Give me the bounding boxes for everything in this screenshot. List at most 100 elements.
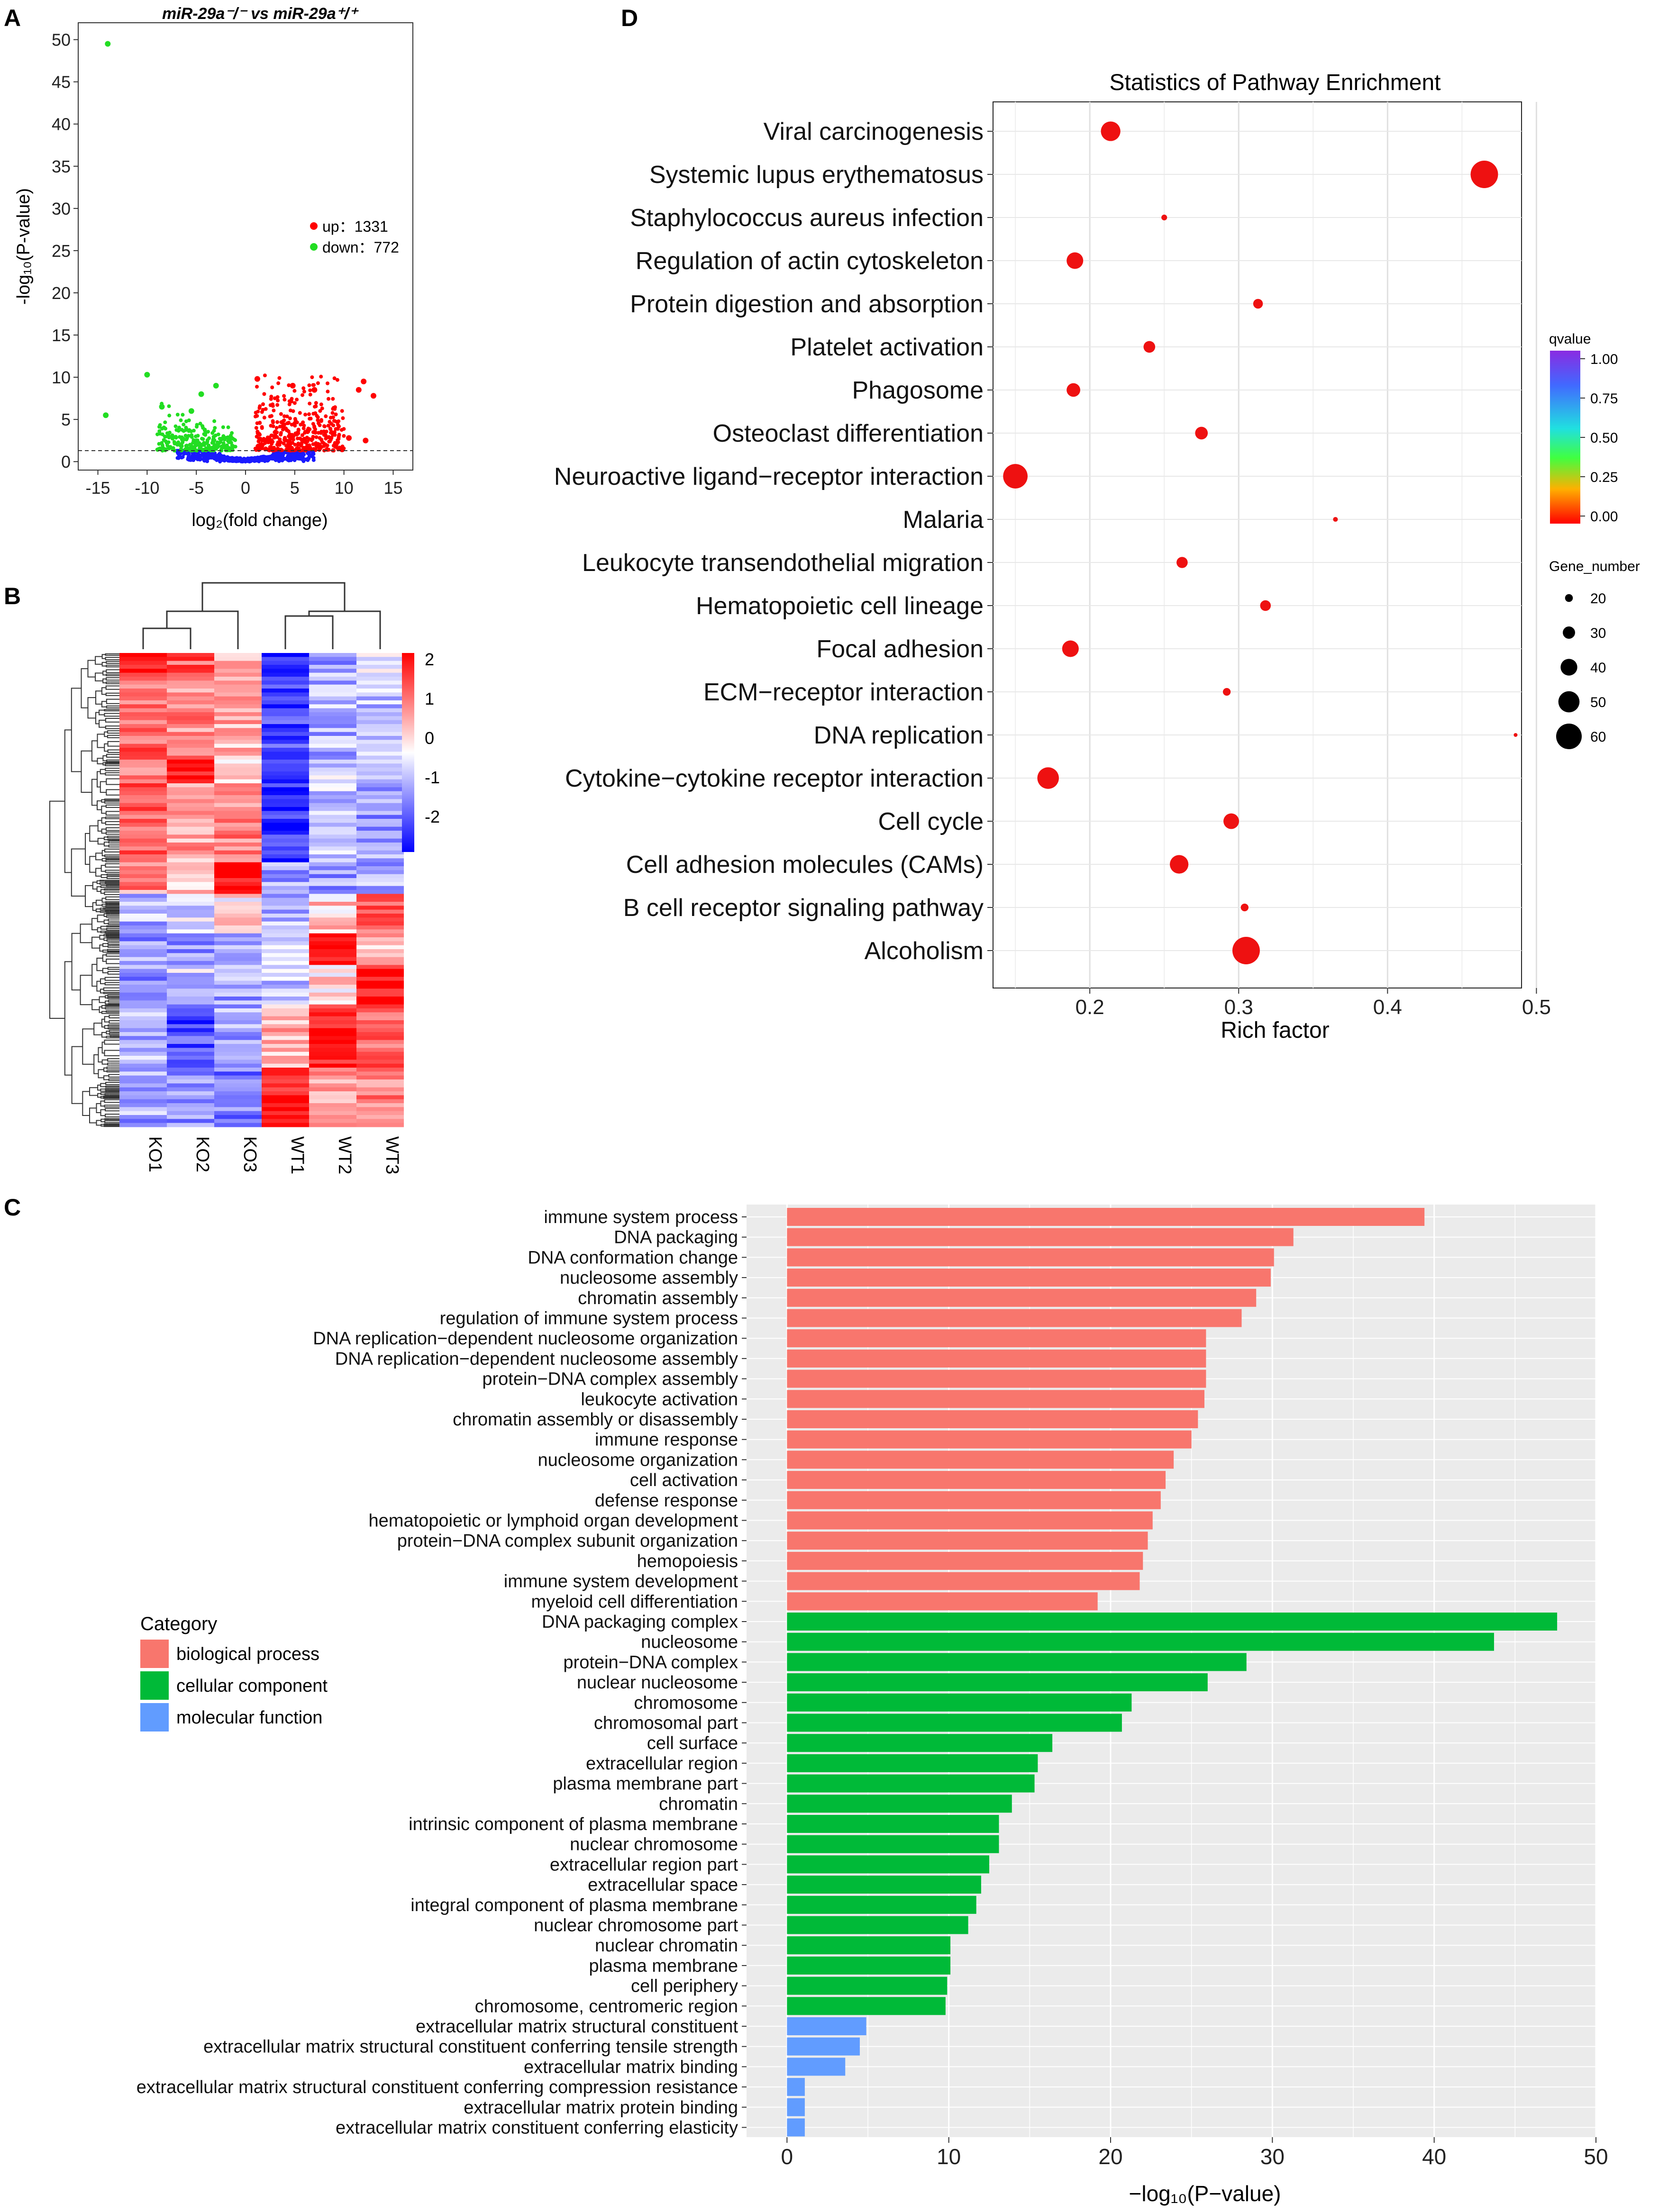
down-point: [171, 446, 175, 450]
heatmap-cell: [119, 902, 167, 906]
heatmap-cell: [356, 728, 404, 733]
heatmap-cell: [119, 886, 167, 890]
heatmap-cell: [119, 1036, 167, 1041]
heatmap-cell: [309, 657, 356, 662]
heatmap-cell: [356, 716, 404, 721]
go-x-tick-label: 50: [1584, 2144, 1608, 2169]
row-dendrogram-branch: [97, 915, 104, 923]
row-dendrogram-branch: [103, 992, 108, 994]
heatmap-cell: [214, 838, 262, 843]
heatmap-cell: [262, 941, 309, 946]
heatmap-cell: [309, 862, 356, 867]
heatmap-cell: [262, 700, 309, 705]
row-dendrogram-branch: [100, 910, 106, 913]
heatmap-cell: [167, 1107, 214, 1112]
down-point: [211, 438, 215, 442]
up-point: [296, 431, 301, 435]
go-bar: [787, 1815, 999, 1833]
heatmap-cell: [167, 811, 214, 816]
heatmap-colorbar-tick: 1: [425, 689, 434, 708]
down-point: [202, 428, 207, 433]
heatmap-cell: [309, 992, 356, 997]
kegg-pathway-label: B cell receptor signaling pathway: [623, 894, 984, 922]
row-dendrogram-branch: [101, 687, 106, 695]
go-term-label: leukocyte activation: [581, 1389, 738, 1409]
row-dendrogram-branch: [96, 886, 101, 892]
heatmap-cell: [167, 665, 214, 669]
row-dendrogram-branch: [104, 1105, 109, 1108]
heatmap-cell: [167, 815, 214, 819]
heatmap-cell: [309, 929, 356, 934]
heatmap-cell: [309, 815, 356, 819]
heatmap-cell: [167, 914, 214, 918]
heatmap-cell: [214, 882, 262, 887]
row-dendrogram-branch: [100, 889, 105, 894]
heatmap-cell: [356, 945, 404, 950]
up-outlier-point: [356, 387, 362, 393]
heatmap-cell: [119, 1032, 167, 1036]
heatmap-cell: [356, 704, 404, 709]
heatmap-cell: [262, 1103, 309, 1107]
kegg-pathway-label: Viral carcinogenesis: [764, 118, 984, 145]
qvalue-legend-ticks: 1.00 0.75 0.50 0.25 0.00: [1580, 352, 1618, 525]
down-point: [172, 440, 176, 444]
row-dendrogram-branch: [91, 936, 100, 949]
row-dendrogram-branch: [106, 937, 109, 939]
heatmap-cell: [167, 740, 214, 744]
ns-point: [251, 458, 255, 462]
heatmap-cell: [214, 732, 262, 736]
up-point: [303, 412, 308, 417]
heatmap-cell: [262, 657, 309, 662]
row-dendrogram-branch: [97, 800, 102, 810]
heatmap-cell: [262, 692, 309, 697]
heatmap-cell: [309, 689, 356, 693]
heatmap-cell: [167, 945, 214, 950]
down-point: [183, 428, 188, 432]
go-term-label: nuclear chromatin: [595, 1936, 738, 1956]
ns-point: [238, 457, 242, 461]
heatmap-cell: [356, 838, 404, 843]
heatmap-cell: [167, 791, 214, 796]
heatmap-cell: [119, 783, 167, 788]
volcano-legend-up-dot: [310, 222, 318, 230]
heatmap-cell: [119, 1103, 167, 1107]
heatmap-cell: [119, 1083, 167, 1088]
go-bar: [787, 1835, 999, 1853]
volcano-y-tick-label: 5: [61, 410, 71, 429]
up-point: [295, 398, 299, 402]
heatmap-cell: [356, 692, 404, 697]
up-point: [278, 437, 282, 441]
up-point: [287, 383, 291, 387]
heatmap-cell: [214, 953, 262, 958]
row-dendrogram-branch: [91, 740, 98, 762]
row-dendrogram-branch: [82, 1091, 90, 1116]
row-dendrogram-branch: [101, 1059, 108, 1065]
go-bar: [787, 1288, 1257, 1307]
gene-number-legend-dot: [1558, 691, 1580, 713]
heatmap-cell: [309, 740, 356, 744]
up-point: [260, 446, 264, 451]
up-point: [330, 411, 335, 415]
row-dendrogram-branch: [106, 959, 109, 964]
go-term-label: chromosome, centromeric region: [475, 1996, 738, 2016]
heatmap-cell: [356, 799, 404, 804]
ns-point: [279, 453, 283, 458]
ns-point: [178, 452, 182, 456]
down-point: [227, 436, 231, 441]
row-dendrogram-branch: [106, 873, 109, 876]
heatmap-cell: [119, 760, 167, 764]
up-point: [274, 426, 279, 430]
heatmap-cell: [167, 997, 214, 1001]
heatmap-cell: [309, 1040, 356, 1044]
heatmap-cell: [119, 811, 167, 816]
heatmap-cell: [167, 906, 214, 910]
heatmap-cell: [262, 965, 309, 970]
heatmap-cell: [167, 977, 214, 981]
down-point: [160, 426, 164, 431]
row-dendrogram-branch: [96, 1120, 101, 1126]
heatmap-cell: [309, 767, 356, 772]
heatmap-cell: [262, 902, 309, 906]
row-dendrogram-branch: [104, 1025, 109, 1029]
row-dendrogram-branch: [100, 1124, 104, 1127]
heatmap-cell: [119, 909, 167, 914]
